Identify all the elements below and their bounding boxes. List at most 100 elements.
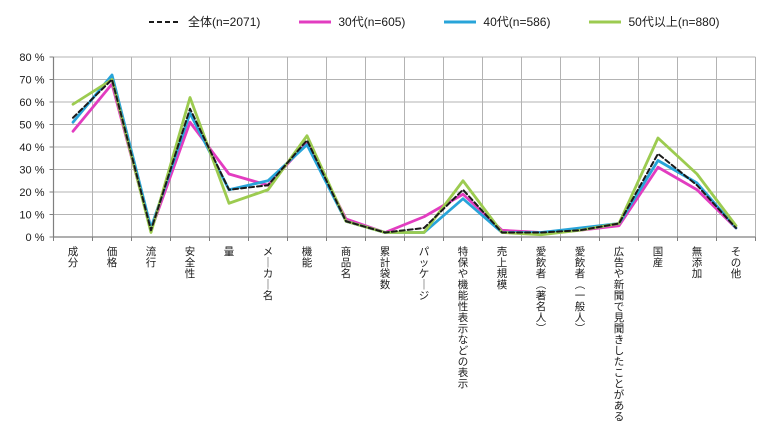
x-axis-label-char: が (614, 388, 625, 401)
x-axis-label-char: 安 (185, 245, 196, 258)
x-axis-label-char: や (614, 268, 625, 280)
y-axis-label: 10 % (19, 210, 44, 222)
y-axis-label: 20 % (19, 187, 44, 199)
x-axis-label-char: 規 (497, 268, 508, 280)
x-axis-label-char: 計 (380, 256, 391, 269)
legend-line-swatch (299, 20, 332, 23)
x-axis-label-char: る (614, 411, 625, 423)
x-axis-label-char: 聞 (614, 323, 625, 335)
x-axis-label-char: ︶ (575, 323, 586, 335)
x-axis-label-char: 般 (575, 300, 586, 313)
x-axis-label-char: 量 (224, 246, 235, 258)
legend-line-swatch (444, 20, 477, 23)
legend-line-swatch (149, 20, 181, 23)
x-axis-label-char: の (458, 356, 469, 368)
x-axis-label-char: ｜ (263, 278, 274, 291)
series-line-1 (71, 82, 738, 234)
x-axis-label-char: 示 (458, 378, 469, 390)
x-axis-label-char: 著 (536, 289, 547, 302)
x-axis-label-char: 無 (692, 245, 703, 258)
x-axis-label-char: 流 (146, 245, 157, 258)
x-axis-label-char: 特 (458, 246, 469, 258)
x-axis-label-char: 価 (107, 245, 118, 258)
legend-item-2: 40代(n=586) (443, 13, 550, 30)
x-axis-label-char: し (614, 345, 625, 357)
x-axis-label-char: パ (419, 246, 430, 258)
x-axis-label-char: 売 (497, 245, 508, 258)
x-axis-label-char: 上 (497, 257, 508, 269)
x-axis-label-char: で (614, 301, 625, 313)
legend-item-1: 30代(n=605) (298, 13, 405, 30)
x-axis-label-char: 機 (302, 245, 313, 258)
x-axis-label-char: 産 (653, 256, 664, 269)
x-axis-label-char: 示 (458, 323, 469, 335)
x-axis-label-char: あ (614, 400, 625, 412)
x-axis-label-char: 表 (458, 311, 469, 324)
legend-item-3: 50代以上(n=880) (588, 13, 720, 30)
x-axis-label-char: 添 (692, 256, 703, 269)
x-axis-label-char: 行 (146, 256, 157, 269)
x-axis-label-char: 名 (341, 267, 352, 280)
x-axis-label-char: 能 (458, 289, 469, 302)
x-axis-label-char: 累 (380, 246, 391, 258)
x-axis-label-char: ｜ (263, 256, 274, 269)
x-axis-label-char: 人 (536, 312, 547, 324)
x-axis-label-char: ケ (419, 268, 430, 280)
legend-label: 40代(n=586) (483, 15, 551, 29)
x-axis-label-char: ︶ (536, 323, 547, 335)
x-axis-label-char: 性 (458, 300, 469, 313)
y-axis-label: 30 % (19, 165, 44, 177)
x-axis-label-char: こ (614, 367, 625, 379)
y-axis-label: 60 % (19, 97, 44, 109)
y-axis-label: 50 % (19, 120, 44, 132)
x-axis-label-char: 分 (68, 257, 79, 269)
y-axis-label: 80 % (19, 52, 44, 64)
x-axis-label-char: 袋 (380, 267, 391, 280)
y-axis-label: 70 % (19, 75, 44, 87)
x-axis-label-char: 模 (497, 279, 508, 291)
x-axis-label-char: 見 (614, 312, 625, 324)
x-axis-label-char: 表 (458, 366, 469, 379)
x-axis-label-char: 愛 (575, 245, 586, 258)
x-axis-label-char: 能 (302, 256, 313, 269)
x-axis-label-char: 者 (536, 268, 547, 280)
x-axis-label-char: 品 (341, 257, 352, 269)
x-axis-label-char: 飲 (536, 256, 547, 269)
x-axis-label-char: 者 (575, 268, 586, 280)
x-axis-label-char: ︵ (575, 279, 586, 291)
x-axis-label-char: 新 (614, 278, 625, 291)
legend-line-swatch (589, 20, 622, 23)
x-axis-label-char: の (731, 257, 742, 269)
x-axis-label-char: 成 (68, 246, 79, 258)
x-axis-label-char: 他 (731, 267, 742, 280)
x-axis-label-char: 格 (107, 256, 118, 269)
x-axis-label-char: 商 (341, 245, 352, 258)
x-axis-label-char: ッ (419, 257, 430, 269)
x-axis-label-char: 名 (536, 300, 547, 313)
x-axis-label-char: ど (458, 345, 469, 357)
legend-item-0: 全体(n=2071) (148, 13, 260, 30)
x-axis-label-char: 性 (185, 267, 196, 280)
x-axis-label-char: メ (263, 246, 274, 258)
x-axis-label-char: 数 (380, 278, 391, 291)
x-axis-label-char: 聞 (614, 290, 625, 302)
y-axis-label: 0 % (26, 232, 45, 244)
legend-label: 30代(n=605) (338, 15, 406, 29)
x-axis-label-char: な (458, 334, 469, 346)
x-axis-label-char: 加 (692, 268, 703, 280)
x-axis-label-char: 名 (263, 289, 274, 302)
x-axis-label-char: ジ (419, 290, 430, 302)
x-axis-label-char: と (614, 378, 625, 390)
x-axis-label-char: 広 (614, 245, 625, 258)
x-axis-label-char: そ (731, 246, 742, 258)
x-axis-label-char: ｜ (419, 278, 430, 291)
series-line-0 (72, 78, 737, 234)
x-axis-label-char: 一 (575, 290, 586, 302)
x-axis-label-char: 人 (575, 312, 586, 324)
x-axis-label-char: や (458, 268, 469, 280)
x-axis-label-char: き (614, 334, 625, 346)
x-axis-label-char: 愛 (536, 245, 547, 258)
x-axis-label-char: 飲 (575, 256, 586, 269)
